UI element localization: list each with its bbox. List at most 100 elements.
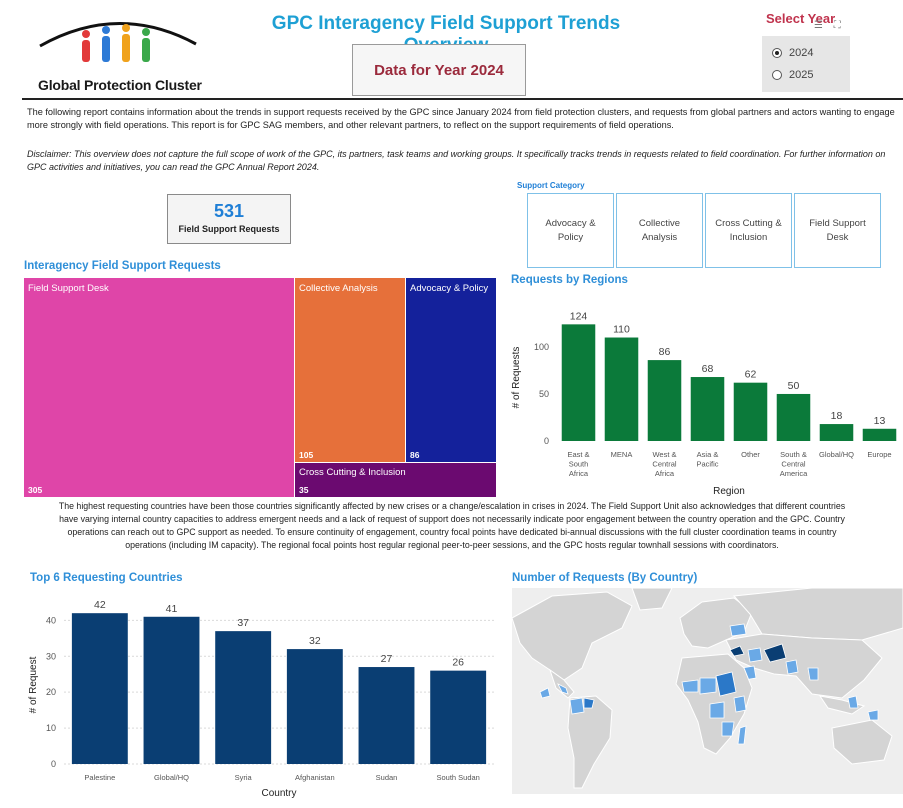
map-country-highlight-syria — [729, 645, 745, 657]
people-figures-icon — [82, 24, 150, 62]
bar-value-label: 18 — [831, 410, 843, 422]
map-country-highlight-afghanistan — [763, 643, 787, 663]
year-option-label: 2024 — [789, 47, 814, 59]
bar-value-label: 41 — [166, 603, 178, 615]
radio-selected-icon[interactable] — [772, 48, 782, 58]
x-axis-label: Region — [713, 486, 745, 497]
treemap-tile-advocacy-policy[interactable]: Advocacy & Policy 86 — [406, 278, 496, 462]
bar[interactable] — [561, 324, 596, 441]
x-tick-label: Africa — [569, 469, 589, 478]
map-land-southeast-asia — [818, 695, 866, 715]
map-land-central-america — [549, 668, 575, 699]
map-country-highlight — [709, 701, 725, 719]
y-tick-label: 50 — [539, 389, 549, 399]
bar-value-label: 26 — [452, 657, 464, 669]
treemap-tile-label: Field Support Desk — [28, 283, 109, 294]
map-country-highlight — [569, 697, 585, 715]
y-tick-label: 10 — [46, 723, 56, 733]
gpc-logo — [39, 22, 197, 62]
x-tick-label: Central — [652, 460, 677, 469]
bar[interactable] — [604, 337, 639, 441]
x-tick-label: Global/HQ — [154, 773, 189, 782]
category-button-advocacy-policy[interactable]: Advocacy & Policy — [527, 193, 614, 268]
y-axis-label: # of Requests — [511, 347, 522, 409]
year-option-2024[interactable]: 2024 — [772, 42, 850, 64]
map-country-highlight — [847, 695, 859, 709]
kpi-label: Field Support Requests — [178, 224, 280, 234]
header-divider — [22, 98, 903, 100]
x-tick-label: Africa — [655, 469, 675, 478]
category-button-field-support-desk[interactable]: Field Support Desk — [794, 193, 881, 268]
treemap-tile-value: 105 — [299, 450, 314, 460]
category-button-cross-cutting-inclusion[interactable]: Cross Cutting & Inclusion — [705, 193, 792, 268]
map-country-highlight — [807, 667, 819, 681]
treemap-title: Interagency Field Support Requests — [24, 260, 221, 272]
countries-paragraph: The highest requesting countries have be… — [58, 501, 846, 550]
x-tick-label: South & — [780, 450, 807, 459]
map-country-highlight — [681, 679, 699, 693]
year-slicer-title: Select Year — [766, 11, 836, 26]
map-land-greenland — [631, 588, 673, 611]
map-country-highlight — [729, 623, 747, 637]
bar[interactable] — [215, 631, 272, 764]
bar-value-label: 62 — [745, 369, 757, 381]
bar[interactable] — [71, 613, 128, 764]
kpi-value: 531 — [213, 201, 245, 221]
category-button-collective-analysis[interactable]: Collective Analysis — [616, 193, 703, 268]
bar[interactable] — [862, 428, 897, 441]
map-country-highlight — [699, 677, 717, 695]
x-tick-label: Global/HQ — [819, 450, 854, 459]
treemap-tile-field-support-desk[interactable]: Field Support Desk 305 — [24, 278, 294, 497]
map-country-highlight — [539, 687, 551, 699]
world-map-graphic — [512, 588, 903, 789]
map-land-north-america — [512, 591, 633, 681]
map-country-highlight — [733, 695, 747, 713]
bar[interactable] — [358, 667, 415, 764]
bar[interactable] — [819, 424, 854, 441]
x-axis-label: Country — [261, 788, 296, 799]
treemap-tile-cross-cutting-inclusion[interactable]: Cross Cutting & Inclusion 35 — [295, 463, 496, 497]
world-map[interactable] — [512, 588, 903, 794]
bar[interactable] — [647, 360, 682, 441]
bar[interactable] — [430, 670, 487, 764]
bar-value-label: 50 — [788, 380, 800, 392]
year-banner: Data for Year 2024 — [352, 44, 526, 96]
bar-value-label: 37 — [237, 617, 249, 629]
y-axis-label: # of Request — [28, 656, 39, 713]
map-land-south-america — [567, 695, 613, 789]
year-option-label: 2025 — [789, 69, 814, 81]
y-tick-label: 0 — [51, 759, 56, 769]
year-option-2025[interactable]: 2025 — [772, 64, 850, 86]
map-country-highlight — [785, 659, 799, 675]
focus-mode-icon[interactable]: ⛶ — [833, 20, 841, 31]
bar[interactable] — [776, 393, 811, 441]
treemap-tile-label: Collective Analysis — [299, 283, 378, 294]
intro-paragraph: The following report contains informatio… — [27, 107, 895, 130]
bar[interactable] — [143, 616, 200, 764]
bar-value-label: 124 — [570, 310, 588, 322]
bar[interactable] — [286, 649, 343, 764]
logo-text: Global Protection Cluster — [38, 77, 202, 93]
bar-value-label: 68 — [702, 363, 714, 375]
x-tick-label: South — [569, 460, 589, 469]
kpi-card: 531 Field Support Requests — [167, 194, 291, 244]
map-country-highlight — [721, 721, 735, 737]
x-tick-label: Pacific — [696, 460, 718, 469]
bar-value-label: 110 — [613, 324, 630, 336]
map-land-north-asia — [732, 588, 903, 641]
x-tick-label: Syria — [235, 773, 253, 782]
map-land-madagascar — [737, 725, 747, 745]
bar[interactable] — [690, 377, 725, 441]
bar[interactable] — [733, 382, 768, 441]
treemap-tile-label: Cross Cutting & Inclusion — [299, 467, 406, 478]
treemap-tile-collective-analysis[interactable]: Collective Analysis 105 — [295, 278, 405, 462]
y-tick-label: 20 — [46, 687, 56, 697]
radio-unselected-icon[interactable] — [772, 70, 782, 80]
map-country-highlight — [583, 697, 595, 709]
filter-icon[interactable]: ☰ — [814, 20, 823, 31]
x-tick-label: West & — [652, 450, 676, 459]
map-country-highlight — [867, 709, 879, 721]
treemap-tile-value: 35 — [299, 485, 309, 495]
countries-chart-title: Top 6 Requesting Countries — [30, 572, 183, 584]
countries-bar-chart: 0 10 20 30 40 # of Request 42 Palestine 41 Global… — [28, 599, 494, 799]
